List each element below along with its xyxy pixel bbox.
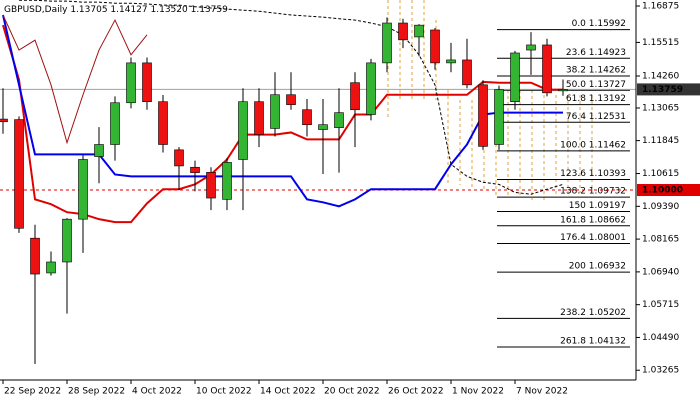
y-tick-label: 1.13065 xyxy=(642,103,679,113)
candle-body xyxy=(142,62,152,102)
candle-body xyxy=(14,119,24,229)
chart-header: GBPUSD,Daily 1.13705 1.14127 1.13520 1.1… xyxy=(4,5,228,15)
y-tick-label: 1.15515 xyxy=(642,38,679,48)
fib-label: 38.2 1.14262 xyxy=(566,65,626,75)
x-tick-label: 4 Oct 2022 xyxy=(132,387,182,397)
candle-body xyxy=(430,29,440,64)
alert-price-label: 1.10000 xyxy=(642,186,683,196)
candle-body xyxy=(46,261,56,274)
y-tick-label: 1.16875 xyxy=(642,2,679,12)
candle-body xyxy=(414,24,424,38)
indicator-line xyxy=(2,24,563,224)
candle-body xyxy=(126,62,136,104)
current-price-box xyxy=(637,83,700,96)
candle-body xyxy=(302,109,312,126)
candle-body xyxy=(350,82,360,111)
x-tick-label: 26 Oct 2022 xyxy=(388,387,444,397)
candle-body xyxy=(254,101,264,135)
fib-label: 76.4 1.12531 xyxy=(566,112,626,122)
header-open: 1.13705 xyxy=(70,5,107,15)
fib-label: 200 1.06932 xyxy=(569,262,626,272)
y-tick-label: 1.11845 xyxy=(642,136,679,146)
candle-body xyxy=(398,22,408,41)
candle-body xyxy=(110,102,120,145)
candle-body xyxy=(30,237,40,275)
fib-label: 150 1.09197 xyxy=(569,201,626,211)
candle-body xyxy=(286,94,296,105)
x-tick-label: 14 Oct 2022 xyxy=(260,387,316,397)
candle-body xyxy=(190,166,200,173)
candle-body xyxy=(334,112,344,128)
candle-body xyxy=(558,89,568,92)
y-tick-label: 1.03265 xyxy=(642,366,679,376)
candle-body xyxy=(78,159,88,220)
fib-label: 123.6 1.10393 xyxy=(560,169,626,179)
candle-body xyxy=(494,89,504,145)
candle-body xyxy=(510,52,520,102)
fib-label: 23.6 1.14923 xyxy=(566,48,626,58)
candle-body xyxy=(478,84,488,147)
fib-label: 138.2 1.09732 xyxy=(560,187,626,197)
chart-title: GBPUSD,Daily xyxy=(4,5,68,15)
y-tick-label: 1.08165 xyxy=(642,235,679,245)
fib-label: 50.0 1.13727 xyxy=(566,80,626,90)
candle-body xyxy=(270,94,280,129)
x-tick-label: 28 Sep 2022 xyxy=(68,387,125,397)
candle-body xyxy=(206,172,216,199)
fib-label: 261.8 1.04132 xyxy=(560,337,626,347)
indicator-line xyxy=(2,14,148,145)
candle-body xyxy=(446,59,456,64)
fib-label: 176.4 1.08001 xyxy=(560,233,626,243)
x-tick-label: 22 Sep 2022 xyxy=(4,387,61,397)
candle-body xyxy=(158,101,168,145)
fib-label: 161.8 1.08662 xyxy=(560,215,626,225)
candle-body xyxy=(62,218,72,263)
x-tick-label: 1 Nov 2022 xyxy=(452,387,504,397)
candle-body xyxy=(318,124,328,130)
y-tick-label: 1.14260 xyxy=(642,72,679,82)
candle-body xyxy=(0,118,8,123)
current-price-label: 1.13759 xyxy=(642,85,683,95)
candle-body xyxy=(238,101,248,160)
alert-price-box xyxy=(637,184,700,196)
candle-body xyxy=(542,44,552,94)
candle-body xyxy=(94,144,104,157)
fib-label: 100.0 1.11462 xyxy=(560,140,626,150)
candle-body xyxy=(366,62,376,115)
x-tick-label: 20 Oct 2022 xyxy=(324,387,380,397)
header-low: 1.13520 xyxy=(151,5,188,15)
indicator-line xyxy=(19,0,564,195)
y-tick-label: 1.10615 xyxy=(642,169,679,179)
candle-body xyxy=(174,149,184,167)
candle-body xyxy=(382,22,392,64)
header-high: 1.14127 xyxy=(110,5,147,15)
x-tick-label: 7 Nov 2022 xyxy=(516,387,568,397)
x-tick-label: 10 Oct 2022 xyxy=(196,387,252,397)
candle-body xyxy=(222,162,232,200)
plot-layer: 0.0 1.15992 23.6 1.14923 38.2 1.14262 50.0 … xyxy=(0,0,636,364)
candle-body xyxy=(462,59,472,86)
y-tick-label: 1.04490 xyxy=(642,333,679,343)
fib-label: 61.8 1.13192 xyxy=(566,94,626,104)
y-tick-label: 1.09390 xyxy=(642,202,679,212)
header-close: 1.13759 xyxy=(191,5,228,15)
y-tick-label: 1.06940 xyxy=(642,267,679,277)
fib-label: 0.0 1.15992 xyxy=(572,19,626,29)
fib-label: 238.2 1.05202 xyxy=(560,308,626,318)
y-tick-label: 1.05715 xyxy=(642,300,679,310)
candle-body xyxy=(526,44,536,51)
